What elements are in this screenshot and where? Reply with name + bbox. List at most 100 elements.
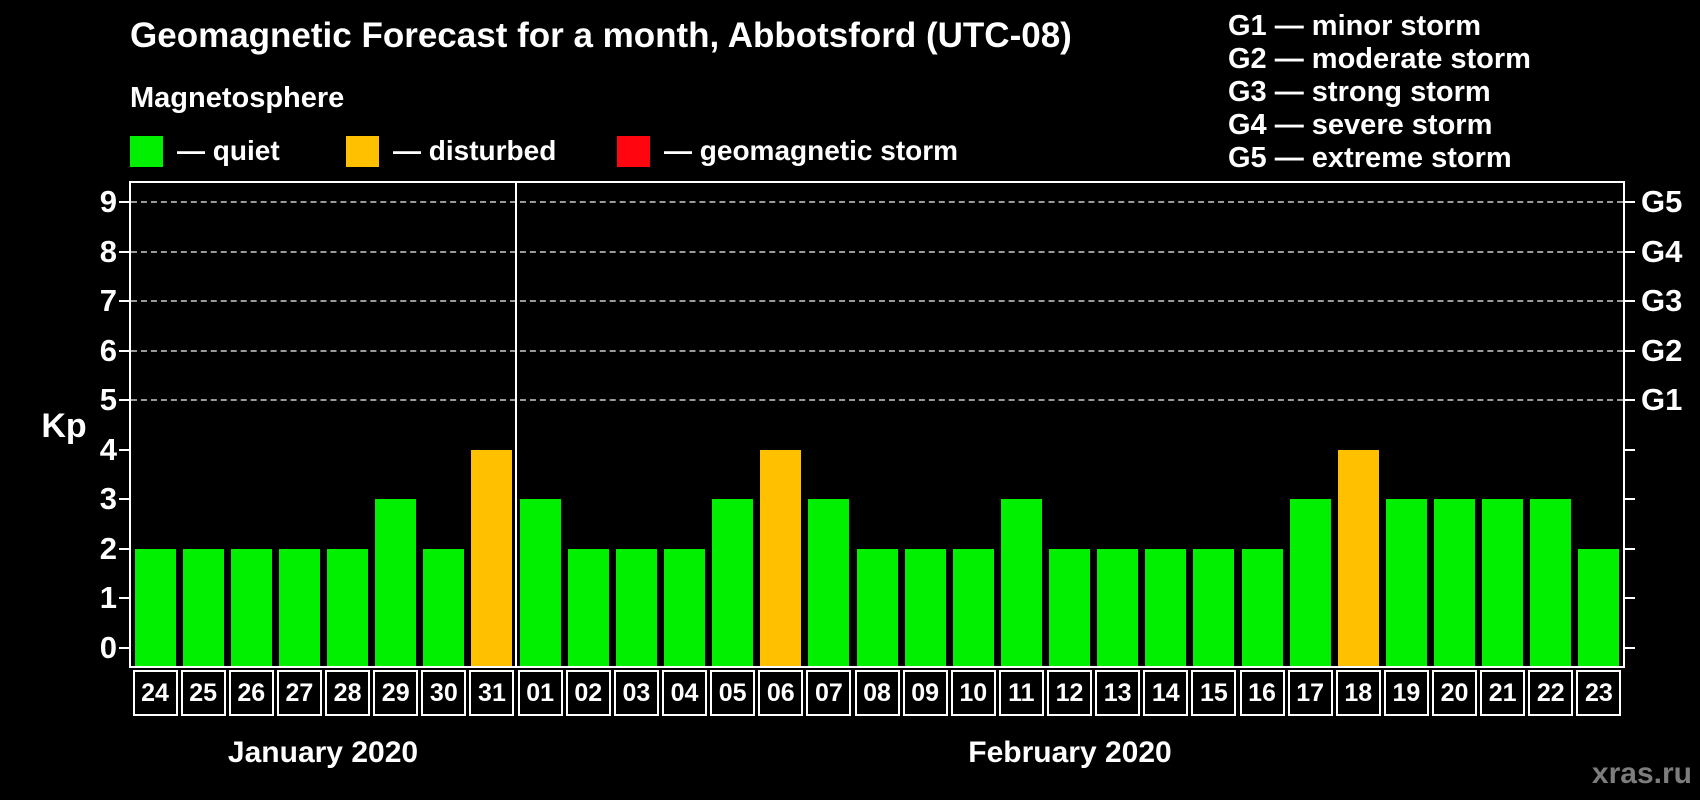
legend-heading: Magnetosphere (130, 82, 345, 114)
watermark: xras.ru (1591, 757, 1692, 790)
g-legend-line-g2: G2 — moderate storm (1228, 43, 1531, 75)
g-scale-legend: G1 — minor storm G2 — moderate storm G3 … (1228, 10, 1531, 175)
month-separator (515, 183, 518, 666)
bar-day-13 (1097, 548, 1139, 666)
bar-day-25 (182, 548, 224, 666)
bar-day-30 (423, 548, 465, 666)
date-box-18: 18 (1335, 670, 1381, 716)
right-tick-7 (1625, 300, 1635, 303)
bar-day-07 (808, 499, 850, 666)
bar-day-23 (1578, 548, 1620, 666)
date-box-05: 05 (710, 670, 756, 716)
gridline-kp6 (131, 349, 1623, 352)
right-tick-2 (1625, 547, 1635, 550)
quiet-color-swatch (130, 135, 163, 167)
date-box-25: 25 (180, 670, 226, 716)
bar-day-31 (471, 449, 513, 666)
bar-day-01 (519, 499, 561, 666)
bar-day-11 (1000, 499, 1042, 666)
date-box-24: 24 (132, 670, 178, 716)
left-tick-9 (119, 201, 129, 204)
month-label-january: January 2020 (227, 736, 419, 769)
g-axis-label-g5: G5 (1641, 184, 1683, 220)
y-axis-label-9: 9 (99, 184, 117, 220)
g-axis-label-g4: G4 (1641, 233, 1683, 269)
month-label-february: February 2020 (968, 736, 1172, 769)
date-box-26: 26 (228, 670, 274, 716)
bar-day-29 (375, 499, 417, 666)
date-box-22: 22 (1528, 670, 1574, 716)
right-tick-6 (1625, 349, 1635, 352)
right-tick-3 (1625, 498, 1635, 501)
bar-day-28 (327, 548, 369, 666)
legend-item-disturbed: — disturbed (346, 135, 556, 167)
date-box-09: 09 (902, 670, 948, 716)
date-box-12: 12 (1047, 670, 1093, 716)
bar-day-26 (230, 548, 272, 666)
left-tick-7 (119, 300, 129, 303)
y-axis-label-0: 0 (99, 630, 117, 665)
bar-day-05 (712, 499, 754, 666)
date-box-16: 16 (1239, 670, 1285, 716)
left-tick-8 (119, 250, 129, 253)
gridline-kp8 (131, 250, 1623, 253)
date-box-07: 07 (806, 670, 852, 716)
legend-label-quiet: — quiet (177, 135, 280, 166)
kp-axis-label: Kp (41, 407, 87, 445)
bar-day-19 (1385, 499, 1427, 666)
g-legend-line-g4: G4 — severe storm (1228, 109, 1493, 141)
date-box-31: 31 (469, 670, 515, 716)
y-axis-label-8: 8 (99, 233, 117, 269)
date-box-27: 27 (276, 670, 322, 716)
left-tick-3 (119, 498, 129, 501)
gridline-kp9 (131, 201, 1623, 204)
left-tick-5 (119, 399, 129, 402)
plot-area (129, 181, 1625, 668)
date-box-13: 13 (1095, 670, 1141, 716)
bar-day-03 (615, 548, 657, 666)
left-tick-1 (119, 597, 129, 600)
bar-day-06 (760, 449, 802, 666)
right-tick-5 (1625, 399, 1635, 402)
bar-day-04 (663, 548, 705, 666)
bar-day-12 (1049, 548, 1091, 666)
bar-day-24 (134, 548, 176, 666)
date-box-15: 15 (1191, 670, 1237, 716)
date-box-14: 14 (1143, 670, 1189, 716)
y-axis-label-2: 2 (99, 530, 117, 566)
bar-day-10 (952, 548, 994, 666)
bar-day-02 (567, 548, 609, 666)
right-tick-9 (1625, 201, 1635, 204)
date-box-21: 21 (1480, 670, 1526, 716)
legend-label-disturbed: — disturbed (393, 135, 557, 166)
bar-day-16 (1241, 548, 1283, 666)
bar-day-08 (856, 548, 898, 666)
bar-day-22 (1530, 499, 1572, 666)
bar-day-18 (1337, 449, 1379, 666)
date-box-29: 29 (373, 670, 419, 716)
date-box-06: 06 (758, 670, 804, 716)
right-tick-0 (1625, 647, 1635, 649)
left-tick-0 (119, 647, 129, 649)
gridline-kp7 (131, 300, 1623, 303)
date-box-04: 04 (661, 670, 707, 716)
bar-day-17 (1289, 499, 1331, 666)
bar-day-27 (278, 548, 320, 666)
y-axis-label-5: 5 (99, 382, 117, 418)
gridline-kp5 (131, 399, 1623, 402)
date-box-10: 10 (950, 670, 996, 716)
date-box-03: 03 (613, 670, 659, 716)
y-axis-label-3: 3 (99, 481, 117, 517)
date-box-28: 28 (325, 670, 371, 716)
right-tick-4 (1625, 448, 1635, 451)
date-box-01: 01 (517, 670, 563, 716)
date-box-30: 30 (421, 670, 467, 716)
g-axis-label-g1: G1 (1641, 382, 1683, 418)
left-tick-2 (119, 547, 129, 550)
right-tick-1 (1625, 597, 1635, 600)
y-axis-label-4: 4 (99, 431, 117, 467)
date-box-20: 20 (1432, 670, 1478, 716)
g-legend-line-g5: G5 — extreme storm (1228, 142, 1512, 174)
y-axis-label-6: 6 (99, 332, 117, 368)
